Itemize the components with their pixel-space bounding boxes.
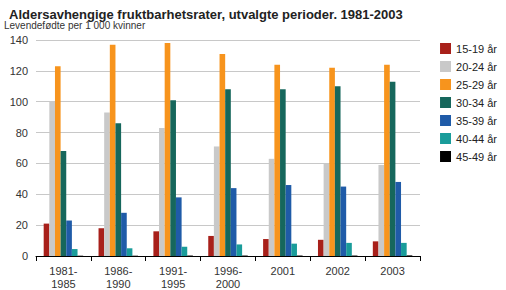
- svg-text:20-24 år: 20-24 år: [456, 61, 497, 73]
- svg-text:140: 140: [10, 34, 28, 46]
- svg-text:1985: 1985: [51, 278, 75, 290]
- svg-text:1995: 1995: [161, 278, 185, 290]
- svg-text:2002: 2002: [325, 265, 349, 277]
- svg-text:0: 0: [22, 250, 28, 262]
- svg-text:15-19 år: 15-19 år: [456, 43, 497, 55]
- svg-text:2000: 2000: [216, 278, 240, 290]
- svg-text:1991-: 1991-: [159, 265, 187, 277]
- svg-text:Aldersavhengige fruktbarhetsra: Aldersavhengige fruktbarhetsrater, utval…: [9, 7, 403, 22]
- svg-text:40-44 år: 40-44 år: [456, 133, 497, 145]
- svg-text:30-34 år: 30-34 år: [456, 97, 497, 109]
- svg-text:40: 40: [16, 188, 28, 200]
- svg-text:35-39 år: 35-39 år: [456, 115, 497, 127]
- svg-text:2001: 2001: [271, 265, 295, 277]
- svg-text:80: 80: [16, 127, 28, 139]
- svg-text:1981-: 1981-: [49, 265, 77, 277]
- svg-text:1990: 1990: [106, 278, 130, 290]
- svg-text:20: 20: [16, 219, 28, 231]
- svg-text:1996-: 1996-: [214, 265, 242, 277]
- svg-text:100: 100: [10, 96, 28, 108]
- svg-text:1986-: 1986-: [104, 265, 132, 277]
- svg-text:120: 120: [10, 65, 28, 77]
- svg-text:45-49 år: 45-49 år: [456, 151, 497, 163]
- svg-text:25-29 år: 25-29 år: [456, 79, 497, 91]
- svg-text:60: 60: [16, 157, 28, 169]
- svg-text:2003: 2003: [380, 265, 404, 277]
- svg-text:Levendefødte per 1 000 kvinner: Levendefødte per 1 000 kvinner: [4, 19, 146, 31]
